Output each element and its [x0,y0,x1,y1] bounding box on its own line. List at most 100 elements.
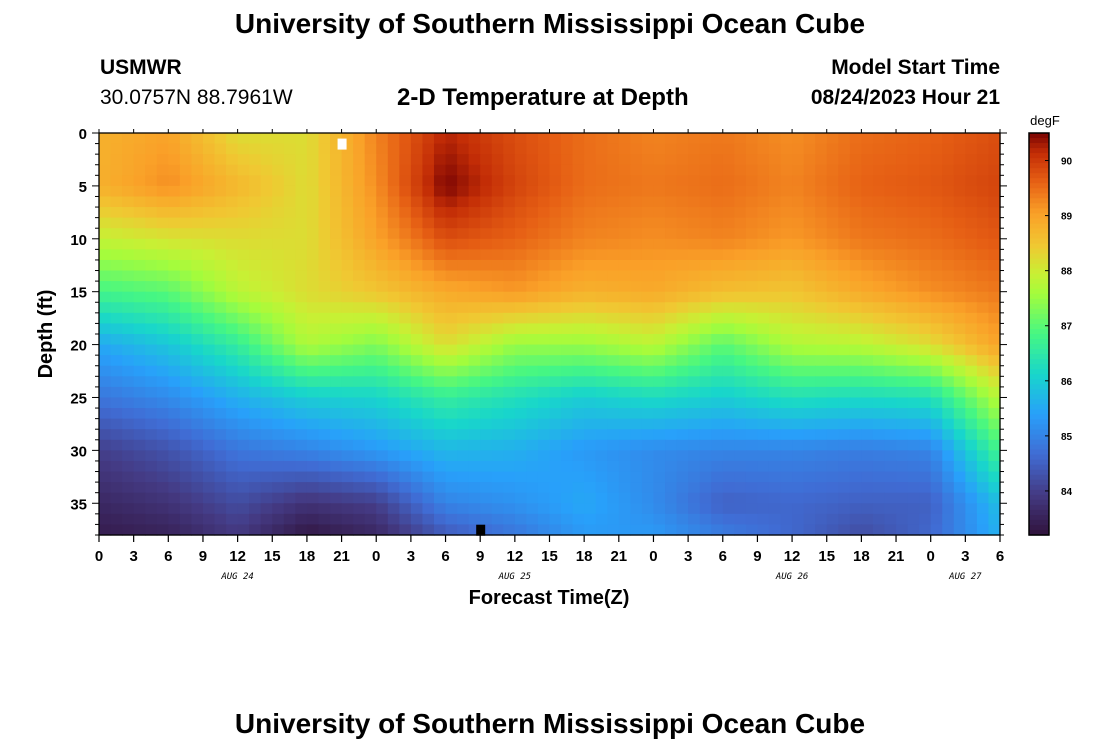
heatmap-cell [480,450,493,462]
heatmap-cell [688,386,701,399]
heatmap-cell [872,302,886,314]
heatmap-cell [122,238,135,250]
heatmap-cell [641,291,655,303]
heatmap-cell [445,249,458,261]
heatmap-cell [491,312,504,325]
heatmap-cell [410,323,424,335]
heatmap-cell [249,281,262,293]
heatmap-cell [792,291,805,303]
heatmap-cell [595,228,608,240]
heatmap-cell [838,471,851,483]
heatmap-cell [630,185,643,198]
heatmap-cell [422,334,435,346]
heatmap-cell [445,376,458,388]
heatmap-cell [353,344,366,356]
heatmap-cell [838,281,851,293]
heatmap-cell [537,429,551,441]
heatmap-cell [272,355,285,367]
heatmap-cell [387,418,400,430]
heatmap-cell [572,281,585,293]
heatmap-cell [214,503,227,515]
heatmap-cell [468,281,481,293]
heatmap-cell [896,513,909,526]
heatmap-cell [768,175,782,187]
heatmap-cell [595,365,608,377]
heatmap-cell [572,312,585,325]
heatmap-cell [653,185,666,198]
heatmap-cell [676,471,689,483]
heatmap-cell [214,386,227,399]
heatmap-cell [99,460,112,473]
heatmap-cell [445,460,458,473]
heatmap-cell [942,259,955,272]
heatmap-cell [422,143,435,155]
heatmap-cell [503,143,516,155]
heatmap-cell [272,408,285,420]
heatmap-cell [122,291,135,303]
heatmap-cell [722,228,735,240]
heatmap-cell [618,291,631,303]
heatmap-cell [630,302,643,314]
heatmap-cell [191,344,204,356]
colorbar-strip [1029,379,1049,385]
heatmap-cell [595,164,608,176]
heatmap-cell [907,270,920,282]
heatmap-cell [260,429,273,441]
heatmap-cell [942,408,955,420]
heatmap-cell [202,513,216,526]
heatmap-cell [884,217,897,229]
heatmap-cell [468,143,481,155]
heatmap-cell [561,270,574,282]
heatmap-cell [491,302,504,314]
heatmap-cell [711,439,724,451]
heatmap-cell [341,355,354,367]
heatmap-cell [849,249,862,261]
heatmap-cell [468,439,481,451]
heatmap-cell [872,207,886,219]
colorbar-strip [1029,524,1049,531]
heatmap-cell [226,133,239,145]
heatmap-cell [214,355,227,367]
heatmap-cell [815,164,828,176]
heatmap-cell [919,450,932,462]
heatmap-cell [607,334,620,346]
heatmap-cell [202,334,216,346]
heatmap-cell [491,228,504,240]
heatmap-cell [676,513,689,526]
heatmap-cell [699,376,712,388]
heatmap-cell [618,175,631,187]
heatmap-cell [537,207,551,219]
heatmap-cell [838,386,851,399]
heatmap-cell [630,450,643,462]
heatmap-cell [734,154,747,166]
heatmap-cell [168,291,181,303]
heatmap-cell [168,355,181,367]
heatmap-cell [168,175,181,187]
heatmap-cell [768,249,782,261]
heatmap-cell [618,270,631,282]
heatmap-cell [168,270,181,282]
heatmap-cell [595,503,608,515]
heatmap-cell [433,259,447,272]
heatmap-cell [283,365,296,377]
heatmap-cell [387,249,400,261]
heatmap-cell [896,249,909,261]
heatmap-cell [283,302,296,314]
heatmap-cell [549,154,562,166]
heatmap-cell [503,482,516,494]
heatmap-cell [745,185,759,198]
heatmap-cell [734,312,747,325]
heatmap-cell [711,281,724,293]
heatmap-cell [745,429,759,441]
heatmap-cell [133,503,146,515]
heatmap-cell [549,270,562,282]
heatmap-cell [872,376,886,388]
heatmap-cell [249,376,262,388]
heatmap-cell [226,281,239,293]
heatmap-cell [549,238,562,250]
heatmap-cell [306,397,320,409]
heatmap-cell [249,450,262,462]
heatmap-cell [641,185,655,198]
heatmap-cell [618,334,631,346]
heatmap-cell [202,217,216,229]
